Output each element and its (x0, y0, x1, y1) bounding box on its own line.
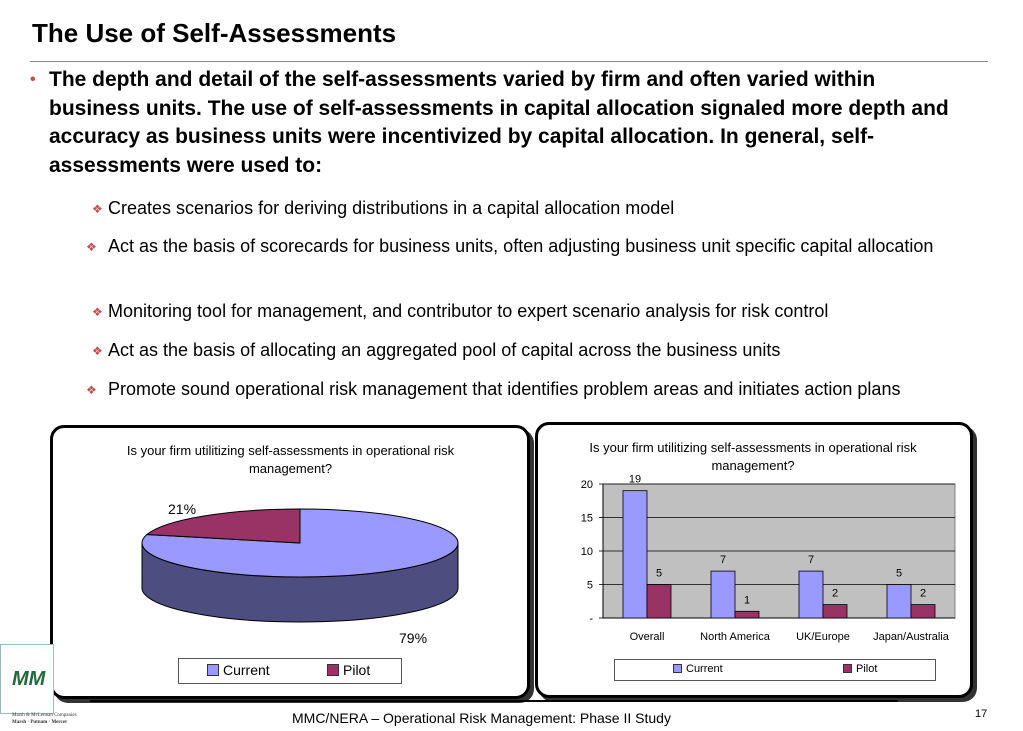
legend-label: Current (223, 662, 270, 678)
sub-bullet-text: Monitoring tool for management, and cont… (108, 301, 829, 321)
legend-item-current: Current (207, 662, 270, 678)
y-tick-label: 15 (581, 513, 593, 525)
data-label: 1 (744, 594, 750, 606)
legend-label: Current (686, 663, 723, 675)
page-number: 17 (975, 708, 988, 720)
main-bullet-text: The depth and detail of the self-assessm… (49, 68, 949, 177)
bar-chart: - 5 10 15 20 Overall 19 5 North America 7 1 UK/Euro… (581, 474, 956, 643)
bar-chart-title: Is your firm utilitizing self-assessment… (589, 440, 917, 473)
sub-bullet: ❖ Act as the basis of scorecards for busi… (86, 233, 958, 260)
logo-mark: MM (12, 668, 46, 690)
sub-bullet: ❖ Monitoring tool for management, and con… (92, 298, 992, 325)
footer-divider (90, 700, 898, 702)
company-line: Marsh & McLennan Companies (12, 713, 77, 718)
legend-item-current: Current (673, 663, 723, 675)
y-tick-label: 20 (581, 479, 593, 491)
pie-slice-current (141, 508, 459, 578)
legend-label: Pilot (856, 663, 878, 675)
main-bullet: • The depth and detail of the self-asses… (30, 66, 960, 180)
sub-bullet: ❖ Act as the basis of allocating an aggre… (92, 337, 972, 364)
sub-bullet-text: Act as the basis of allocating an aggreg… (108, 340, 781, 360)
bar-legend: Current Pilot (614, 659, 936, 681)
sub-bullet: ❖ Promote sound operational risk manageme… (86, 376, 958, 403)
bar-current (710, 570, 736, 619)
x-tick-label: Overall (630, 631, 665, 643)
legend-swatch-icon (673, 664, 682, 673)
bar-pilot (822, 604, 848, 619)
bullet-dot-icon: • (30, 71, 36, 88)
x-tick-label: UK/Europe (796, 631, 850, 643)
y-tick-label: 10 (581, 546, 593, 558)
legend-swatch-icon (207, 664, 219, 676)
diamond-bullet-icon: ❖ (92, 202, 103, 216)
bar-pilot (646, 584, 672, 619)
slide-title: The Use of Self-Assessments (32, 18, 397, 48)
bar-current (886, 584, 912, 619)
legend-item-pilot: Pilot (327, 662, 370, 678)
bar-pilot (910, 604, 936, 619)
company-line: Marsh · Putnam · Mercer (12, 720, 68, 725)
data-label: 7 (808, 554, 814, 566)
legend-label: Pilot (343, 662, 371, 678)
legend-swatch-icon (843, 664, 852, 673)
pie-chart-panel: Is your firm utilitizing self-assessment… (50, 425, 530, 699)
data-label: 5 (896, 568, 902, 580)
data-label: 7 (720, 554, 726, 566)
bar-pilot (734, 610, 760, 619)
pie-label-current: 79% (399, 630, 427, 646)
y-tick-label: - (589, 613, 593, 625)
diamond-bullet-icon: ❖ (92, 344, 103, 358)
x-tick-label: Japan/Australia (873, 631, 950, 643)
legend-item-pilot: Pilot (843, 663, 877, 675)
diamond-bullet-icon: ❖ (92, 305, 103, 319)
data-label: 2 (832, 588, 838, 600)
data-label: 19 (629, 474, 641, 486)
title-divider (30, 61, 988, 62)
diamond-bullet-icon: ❖ (86, 383, 97, 397)
bar-current (798, 570, 824, 619)
pie-legend: Current Pilot (178, 658, 402, 684)
company-name: Marsh & McLennan Companies Marsh · Putna… (12, 712, 77, 726)
pie-chart-title: Is your firm utilitizing self-assessment… (126, 443, 455, 476)
sub-bullet-text: Promote sound operational risk managemen… (108, 379, 901, 399)
pie-chart: 21% 79% (141, 501, 459, 646)
pie-slice-pilot (145, 508, 301, 544)
bar-chart-panel: Is your firm utilitizing self-assessment… (535, 422, 973, 698)
pie-label-pilot: 21% (168, 501, 196, 517)
y-tick-label: 5 (587, 580, 593, 592)
company-logo (0, 644, 54, 714)
footer-text: MMC/NERA – Operational Risk Management: … (292, 710, 671, 726)
sub-bullet-text: Creates scenarios for deriving distribut… (108, 198, 675, 218)
sub-bullet: ❖ Creates scenarios for deriving distribu… (92, 195, 972, 222)
sub-bullet-text: Act as the basis of scorecards for busin… (108, 236, 934, 256)
data-label: 5 (656, 568, 662, 580)
legend-swatch-icon (327, 664, 339, 676)
diamond-bullet-icon: ❖ (86, 240, 97, 254)
bar-current (622, 490, 648, 619)
x-tick-label: North America (700, 631, 771, 643)
data-label: 2 (920, 588, 926, 600)
